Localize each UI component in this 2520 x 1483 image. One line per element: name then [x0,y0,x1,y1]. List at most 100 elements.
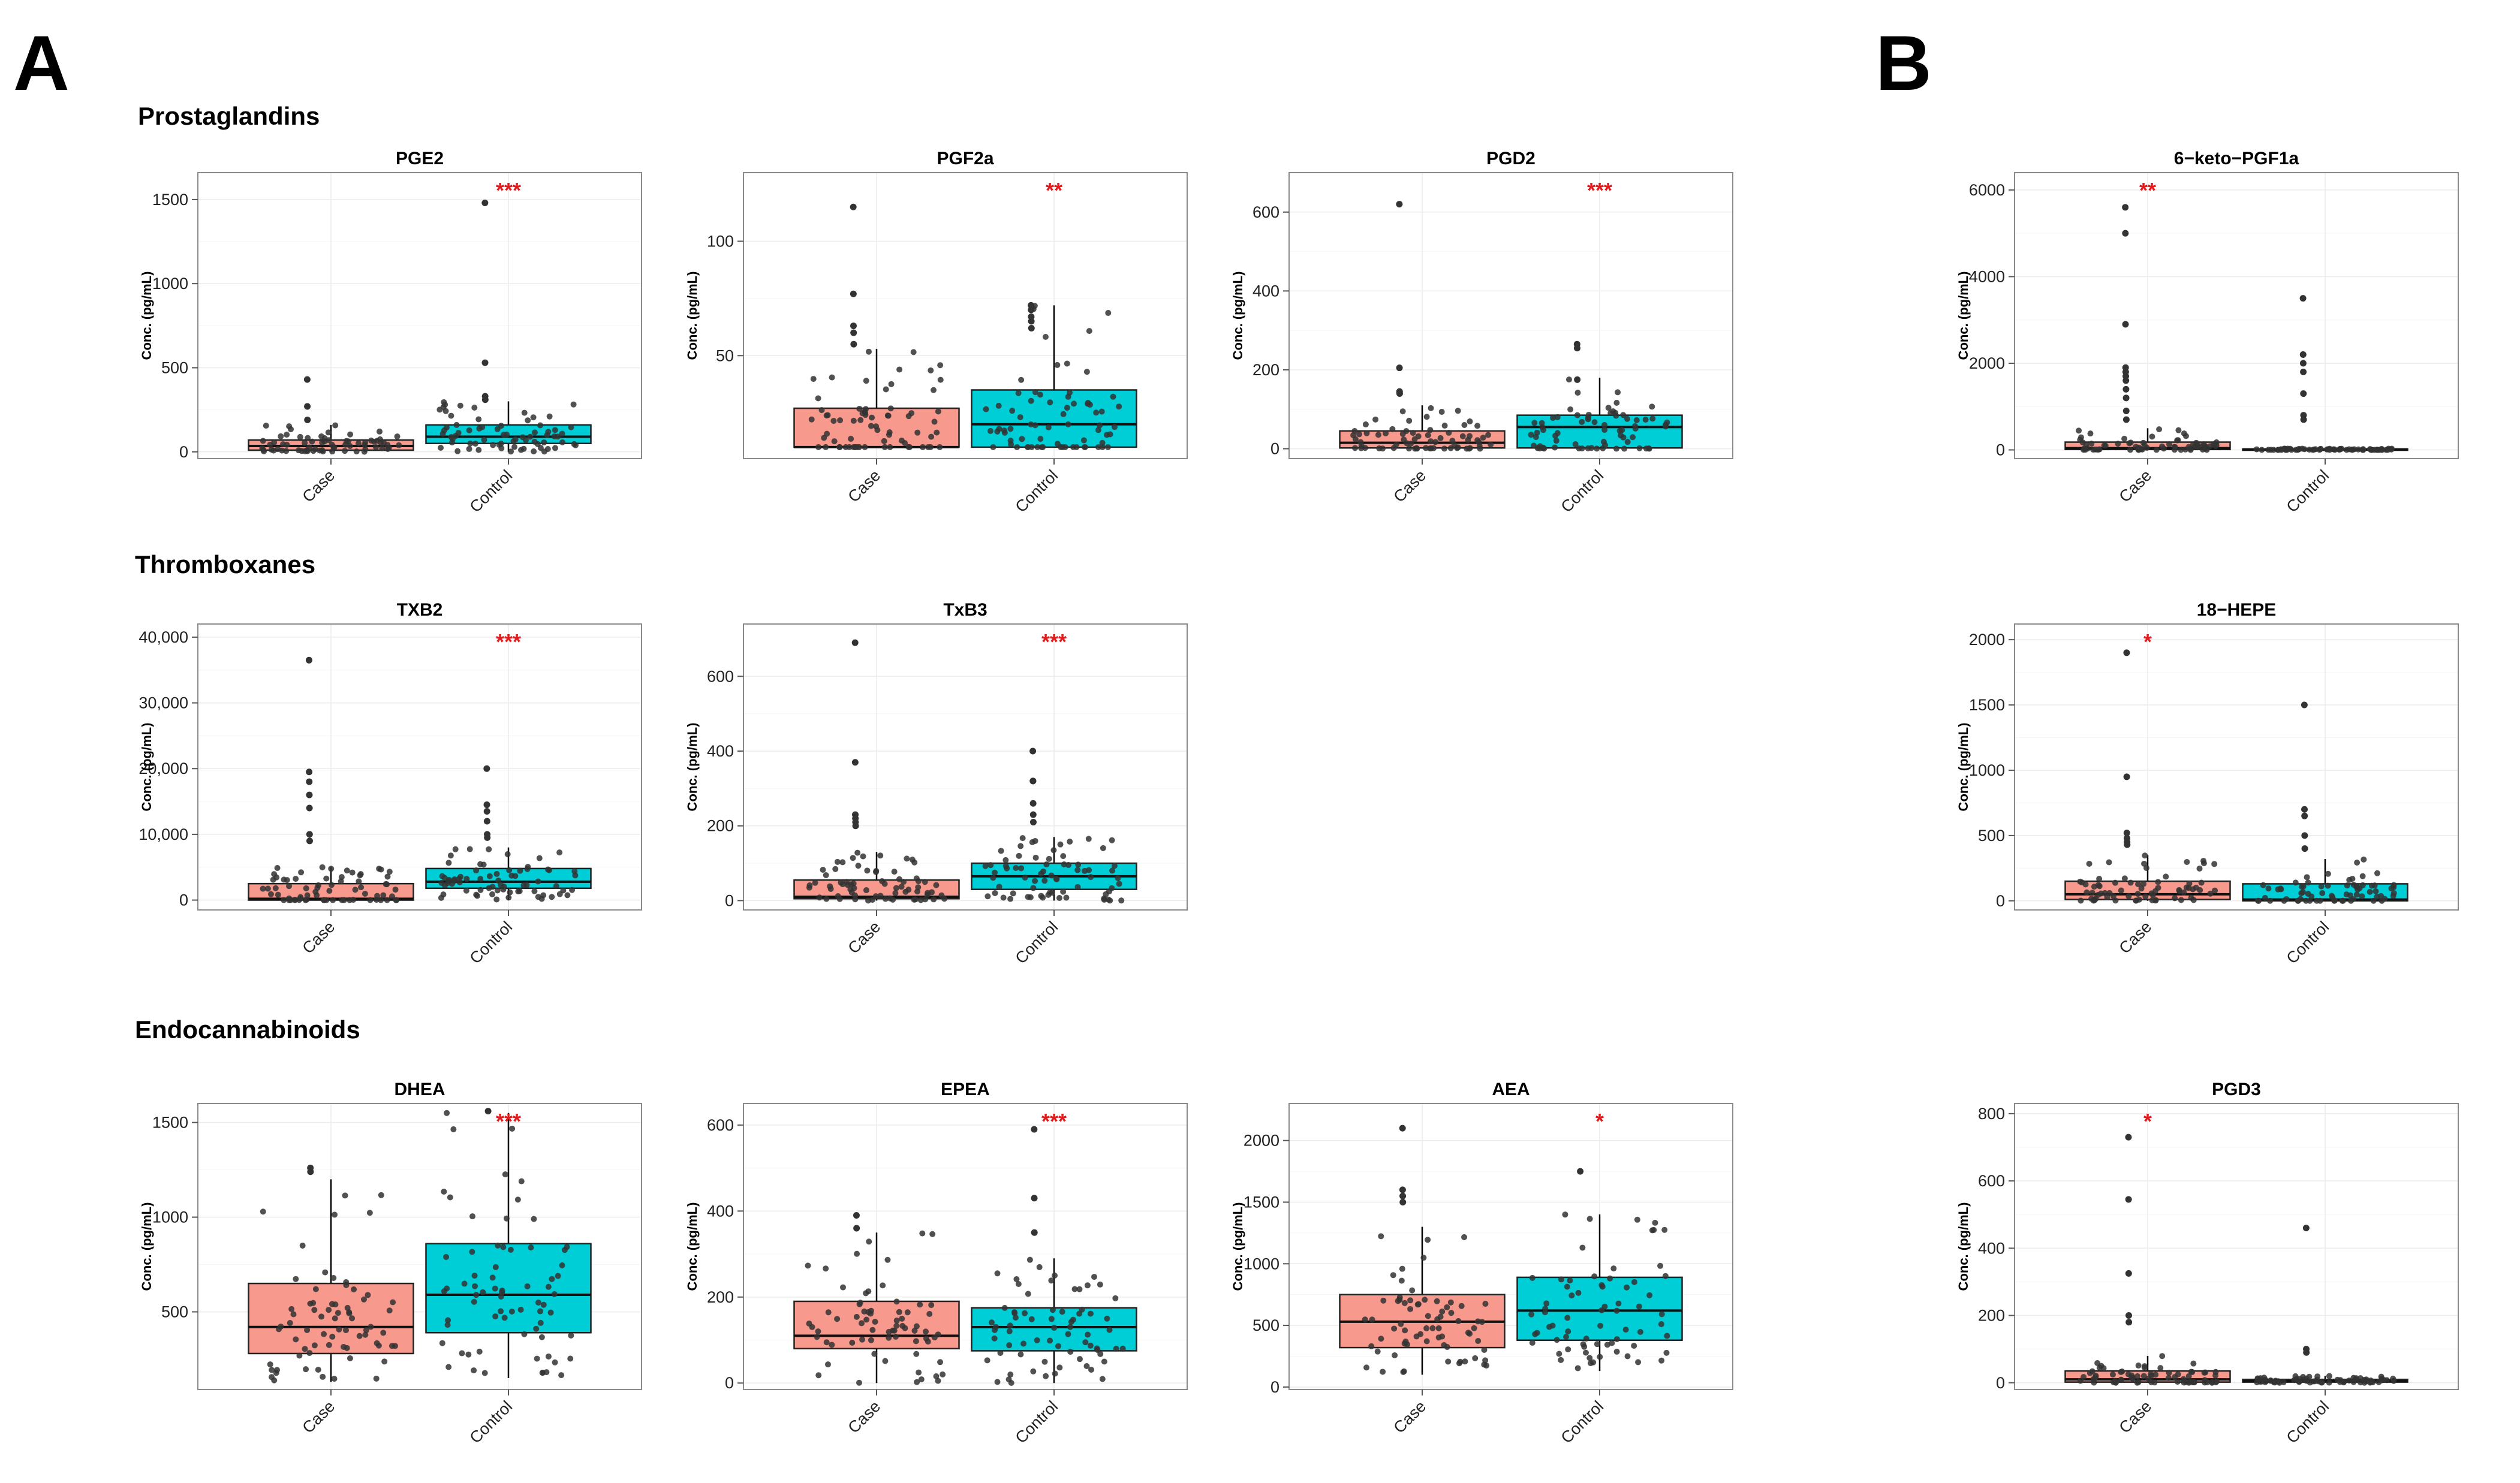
data-point-control [477,861,484,867]
data-point-case [1445,1358,1452,1365]
outlier-point-control [2300,390,2307,397]
data-point-control [540,892,547,899]
data-point-control [1624,439,1631,445]
data-point-control [564,892,571,899]
data-point-control [1107,897,1113,904]
data-point-control [2325,870,2331,877]
data-point-case [1425,1237,1431,1243]
data-point-control [572,872,579,879]
data-point-case [366,1210,373,1216]
data-point-control [1010,890,1016,897]
data-point-control [1016,852,1022,859]
data-point-case [2172,444,2178,450]
data-point-control [2262,894,2268,901]
data-point-case [1407,1297,1414,1304]
data-point-case [931,418,938,425]
data-point-case [381,1358,388,1365]
data-point-case [1380,1297,1387,1304]
data-point-case [2142,852,2148,859]
data-point-control [1070,400,1077,407]
x-tick-label-case: Case [299,1397,338,1437]
data-point-case [1475,1338,1482,1345]
data-point-control [2340,897,2346,904]
data-point-control [1105,310,1112,317]
data-point-control [480,1289,486,1295]
data-point-case [1398,1277,1405,1284]
chart-title: TXB2 [397,600,443,620]
data-point-case [331,1376,338,1382]
data-point-case [2118,887,2124,894]
x-tick-label-control: Control [1557,1397,1607,1447]
data-point-case [891,869,898,875]
x-tick-label-case: Case [2115,466,2155,506]
data-point-control [1070,444,1077,450]
data-point-case [937,362,944,369]
y-tick-label: 2000 [1969,354,2005,372]
data-point-case [1401,1368,1407,1375]
data-point-control [1099,444,1106,450]
data-point-case [267,891,274,897]
data-point-control [987,862,994,869]
outlier-point-case [303,376,311,383]
outlier-point-case [306,791,313,798]
data-point-control [523,882,530,888]
outlier-point-control [1577,1168,1584,1175]
data-point-control [440,403,447,410]
data-point-control [1084,1282,1091,1289]
data-point-control [545,1283,552,1290]
data-point-control [499,1289,505,1296]
outlier-point-case [853,1225,860,1232]
data-point-control [1036,1264,1043,1270]
y-tick-label: 0 [725,891,734,909]
outlier-point-case [304,416,311,423]
data-point-case [1449,438,1456,444]
data-point-control [1553,1337,1560,1343]
data-point-control [559,430,565,437]
data-point-case [823,1265,829,1272]
data-point-case [2094,447,2100,453]
data-point-control [543,1369,550,1376]
data-point-control [494,887,501,894]
data-point-control [997,1350,1004,1357]
data-point-case [319,447,326,454]
data-point-control [527,433,534,440]
data-point-control [1568,1292,1575,1299]
data-point-control [439,1340,445,1346]
data-point-case [883,386,889,393]
data-point-control [507,1246,514,1253]
data-point-case [335,1310,341,1316]
data-point-case [1378,1336,1384,1342]
data-point-case [326,1342,332,1348]
data-point-case [1410,430,1416,436]
data-point-control [489,891,496,897]
data-point-control [1107,431,1113,438]
outlier-point-case [307,1168,314,1175]
data-point-control [1646,445,1652,452]
data-point-control [1624,1284,1630,1291]
y-tick-label: 2000 [1969,631,2005,649]
data-point-control [2359,893,2365,900]
x-tick-label-control: Control [1011,466,1061,516]
outlier-point-case [2123,773,2130,780]
data-point-control [531,1216,537,1222]
outlier-point-case [2122,230,2129,237]
data-point-control [1028,397,1034,404]
data-point-case [286,883,293,890]
data-point-case [287,897,294,903]
data-point-control [2354,859,2361,866]
y-tick-label: 1500 [1969,696,2005,714]
data-point-control [1077,1356,1083,1363]
chart-pge2: 0 500 1000 1500 Case Control PGE2 Conc. (pg/mL)… [138,144,654,528]
data-point-case [304,1327,311,1333]
data-point-case [296,1352,303,1359]
data-point-case [1464,445,1470,452]
outlier-point-case [850,329,857,336]
data-point-case [834,858,841,865]
data-point-case [2077,1377,2084,1384]
data-point-control [1116,881,1122,887]
outlier-point-case [852,822,859,830]
data-point-case [2188,894,2194,901]
data-point-case [815,1372,822,1379]
y-tick-label: 200 [1978,1307,2005,1325]
data-point-control [1564,1315,1571,1321]
